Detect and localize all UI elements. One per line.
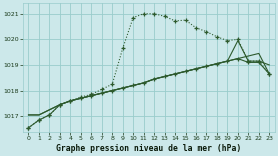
X-axis label: Graphe pression niveau de la mer (hPa): Graphe pression niveau de la mer (hPa) bbox=[56, 144, 242, 153]
